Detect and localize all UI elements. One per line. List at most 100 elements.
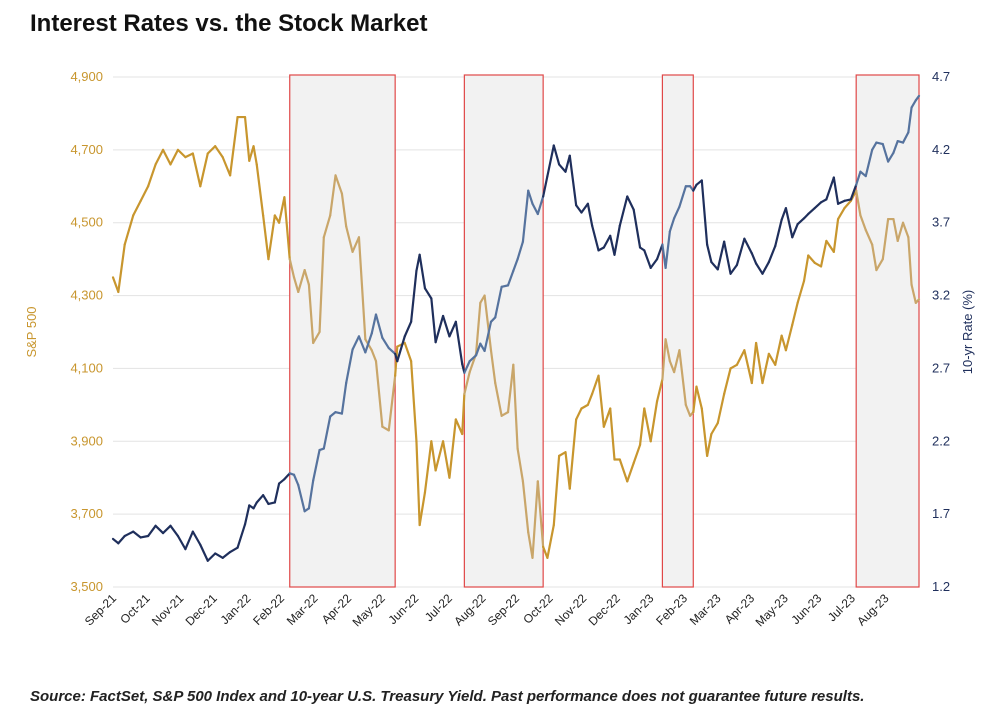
treasury-10yr-line-segment [664,230,671,269]
sp500-line-segment [780,334,788,352]
sp500-line-segment [415,440,421,527]
sp500-line-segment [664,338,671,363]
treasury-10yr-line-segment [892,140,899,154]
sp500-line-segment [483,294,493,352]
highlight-period-4 [855,74,920,588]
sp500-line-segment [494,381,503,417]
y-left-tick-label: 3,900 [70,433,103,448]
sp500-line-segment [706,432,713,457]
treasury-10yr-line-segment [483,320,493,353]
treasury-10yr-line-segment [430,297,437,344]
treasury-10yr-line-segment [423,287,433,300]
sp500-line-segment [463,370,471,396]
treasury-10yr-line-segment [277,478,286,485]
treasury-10yr-line-segment [527,189,534,205]
sp500-line-segment [370,349,378,363]
x-tick-label: Sep-21 [82,591,119,628]
x-tick-label: Jun-22 [386,591,422,627]
sp500-line-segment [283,196,291,261]
y-left-tick-label: 3,700 [70,506,103,521]
treasury-10yr-line-segment [418,253,427,290]
sp500-line-segment [825,239,835,253]
treasury-10yr-line-segment [531,202,539,216]
sp500-line-segment [735,349,746,366]
x-tick-label: Nov-22 [552,591,589,628]
treasury-10yr-line-segment [154,524,165,535]
treasury-10yr-line-segment [221,550,232,559]
sp500-line-segment [568,418,578,490]
sp500-line-segment [591,374,600,396]
treasury-10yr-line-segment [761,260,770,275]
treasury-10yr-line-segment [345,348,354,385]
treasury-10yr-line-segment [494,285,503,319]
treasury-10yr-line-segment [132,530,142,539]
sp500-line-segment [221,156,232,177]
sp500-line-segment [169,148,180,166]
sp500-line-segment [303,268,311,286]
treasury-10yr-line-segment [754,262,764,275]
sp500-line-segment [474,301,482,355]
sp500-line-segment [661,338,667,381]
treasury-10yr-line-segment [673,205,681,220]
treasury-10yr-line-segment [836,199,846,205]
sp500-line-segment [434,440,445,472]
x-tick-label: Mar-23 [687,591,724,628]
chart-title: Interest Rates vs. the Stock Market [30,10,428,37]
sp500-line-segment [546,523,555,559]
x-tick-label: Apr-22 [319,591,355,627]
treasury-10yr-line-segment [575,204,583,214]
sp500-line-segment [552,454,561,527]
treasury-10yr-line-segment [649,258,659,269]
treasury-10yr-line-segment [147,524,157,538]
sp500-line-segment [252,145,258,166]
treasury-10yr-line-segment [716,240,726,271]
treasury-10yr-line-segment [292,473,300,487]
sp500-line-segment [796,279,806,304]
treasury-10yr-line-segment [396,335,406,363]
sp500-line-segment [288,258,296,279]
treasury-10yr-line-segment [214,552,224,559]
sp500-line-segment [649,400,659,443]
treasury-10yr-line-segment [191,530,202,546]
treasury-10yr-line-segment [262,494,270,506]
treasury-10yr-line-segment [322,415,332,450]
y-left-tick-label: 3,500 [70,579,103,594]
treasury-10yr-line-segment [206,552,217,562]
x-tick-label: May-23 [753,591,791,629]
treasury-10yr-line-segment [910,99,917,109]
treasury-10yr-line-segment [434,314,445,344]
treasury-10yr-line-segment [454,320,464,366]
sp500-line-segment [277,196,286,224]
treasury-10yr-line-segment [907,106,913,134]
treasury-10yr-line-segment [887,151,895,163]
sp500-line-segment [754,341,764,385]
sp500-line-segment [632,443,642,465]
sp500-line-segment [609,407,616,461]
treasury-10yr-line-segment [176,534,187,551]
treasury-10yr-line-segment [796,217,806,226]
treasury-10yr-line-segment [243,504,251,526]
sp500-line-segment [387,374,397,432]
treasury-10yr-line-segment [139,534,150,539]
sp500-line-segment [531,480,539,559]
sp500-line-segment [558,451,567,457]
treasury-10yr-line-segment [626,195,635,211]
treasury-10yr-line-segment [512,258,519,272]
sp500-line-segment [896,221,905,243]
treasury-10yr-line-segment [111,537,120,545]
sp500-line-segment [506,363,515,414]
x-tick-label: Jan-22 [218,591,254,627]
sp500-line-segment [723,367,732,396]
treasury-10yr-line-segment [161,524,172,535]
treasury-10yr-line-segment [780,207,788,221]
y-left-tick-label: 4,100 [70,360,103,375]
treasury-10yr-line-segment [283,472,291,481]
treasury-10yr-line-segment [312,448,321,482]
treasury-10yr-line-segment [117,534,126,545]
treasury-10yr-line-segment [410,269,418,323]
y-right-tick-label: 2.7 [932,360,950,375]
treasury-10yr-line-segment [252,501,258,510]
sp500-line-segment [489,349,497,385]
treasury-10yr-line-segment [351,335,361,351]
treasury-10yr-line-segment [855,170,862,186]
